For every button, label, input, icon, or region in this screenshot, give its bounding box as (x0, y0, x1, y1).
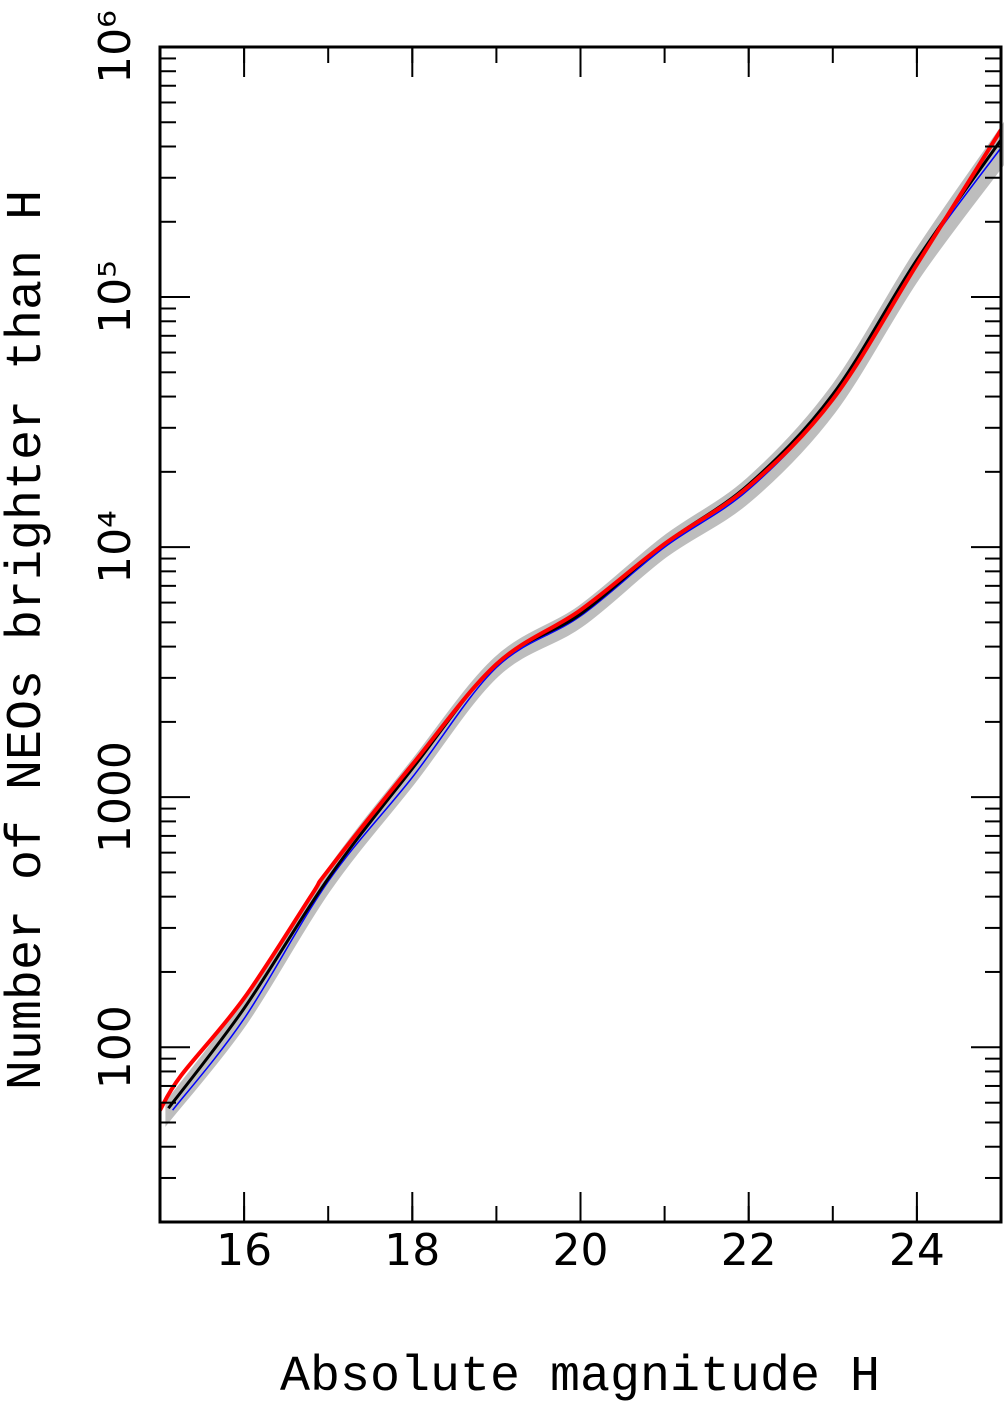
x-tick-label: 24 (889, 1225, 945, 1276)
y-tick-label: 10⁶ (90, 10, 141, 84)
y-tick-label: 10⁵ (90, 260, 141, 334)
y-tick-label: 100 (90, 1005, 141, 1089)
y-tick-label: 1000 (90, 741, 141, 853)
uncertainty-band (165, 121, 1004, 1127)
series-line (158, 128, 1003, 1112)
x-tick-label: 20 (553, 1225, 609, 1276)
x-tick-label: 22 (721, 1225, 777, 1276)
y-axis-title: Number of NEOs brighter than H (0, 190, 56, 1090)
x-axis-title: Absolute magnitude H (280, 1349, 880, 1406)
x-tick-label: 18 (384, 1225, 440, 1276)
series-line (172, 147, 1002, 1111)
y-tick-label: 10⁴ (90, 510, 141, 584)
x-tick-label: 16 (216, 1225, 272, 1276)
series-line (167, 139, 1003, 1110)
plot-frame (158, 45, 1003, 1224)
